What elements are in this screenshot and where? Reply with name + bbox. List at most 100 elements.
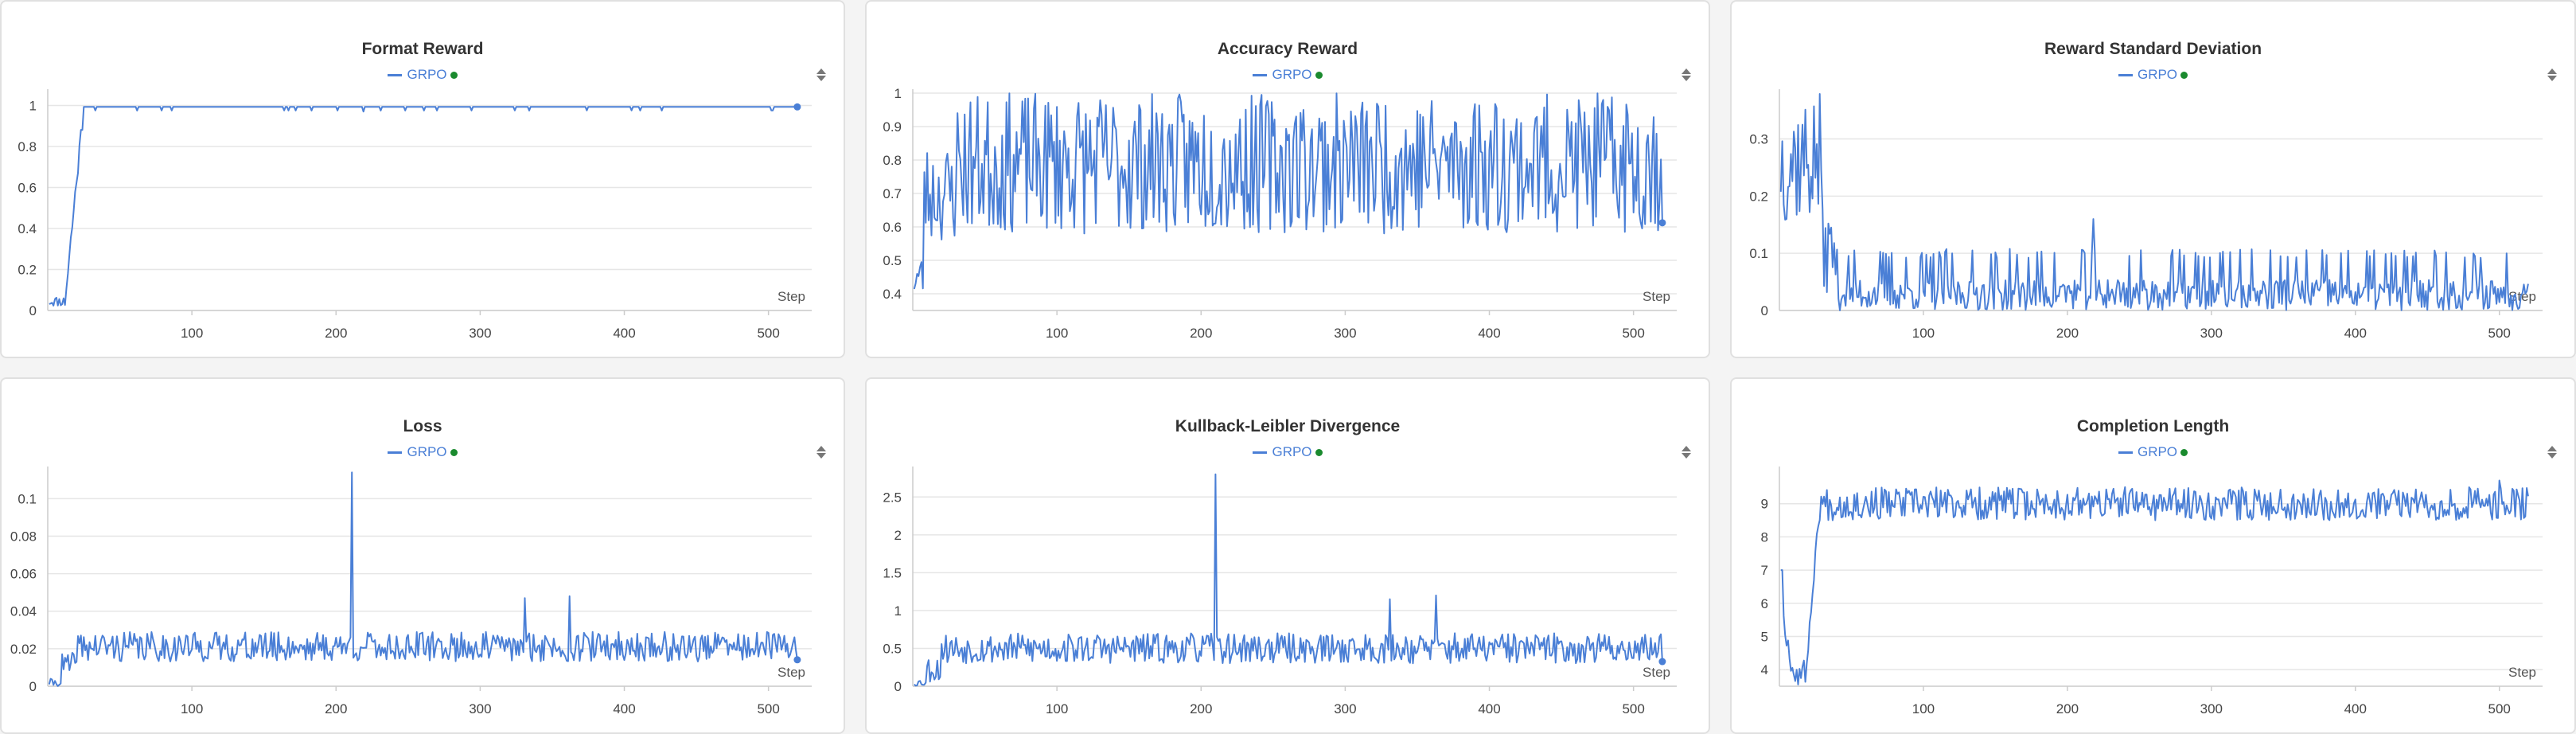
- chart-plot[interactable]: 0.4 0.5 0.6 0.7 0.8 0.9 1 100 200 300 400 500 Step: [867, 2, 1709, 357]
- x-tick-label: 500: [1622, 326, 1644, 341]
- status-dot-icon: [450, 449, 458, 457]
- x-tick-label: 400: [1478, 326, 1500, 341]
- x-tick-label: 100: [181, 326, 203, 341]
- x-tick-label: 500: [757, 326, 779, 341]
- x-tick-label: 400: [613, 701, 635, 716]
- x-tick-label: 200: [325, 326, 347, 341]
- chart-title: Format Reward: [361, 40, 484, 58]
- chart-panel-loss: Loss GRPO 0 0.02 0.04 0.06 0.08 0.1 100 200 300 400…: [0, 377, 845, 734]
- chart-title: Accuracy Reward: [1217, 40, 1358, 58]
- legend-series-name: GRPO: [407, 444, 447, 459]
- y-tick-label: 0: [1761, 303, 1768, 318]
- status-dot-icon: [1315, 449, 1323, 457]
- chart-plot[interactable]: 4 5 6 7 8 9 100 200 300 400 500 Step: [1732, 379, 2574, 732]
- x-tick-label: 500: [1622, 701, 1644, 716]
- chart-legend[interactable]: GRPO: [2, 67, 844, 83]
- chart-plot[interactable]: 0 0.02 0.04 0.06 0.08 0.1 100 200 300 400 500 Step: [2, 379, 844, 732]
- x-tick-label: 300: [2200, 701, 2223, 716]
- y-tick-label: 8: [1761, 529, 1768, 545]
- y-tick-label: 0.6: [883, 220, 902, 235]
- x-axis-label: Step: [777, 289, 805, 304]
- y-tick-label: 0.2: [18, 262, 37, 277]
- y-tick-label: 0: [29, 679, 37, 694]
- legend-series-name: GRPO: [1272, 444, 1312, 459]
- chart-legend[interactable]: GRPO: [2, 444, 844, 460]
- chart-title: Kullback-Leibler Divergence: [1175, 417, 1401, 435]
- x-tick-label: 300: [1334, 326, 1356, 341]
- legend-series-name: GRPO: [1272, 67, 1312, 82]
- chart-legend[interactable]: GRPO: [1732, 67, 2574, 83]
- y-tick-label: 0.9: [883, 119, 902, 135]
- y-tick-label: 0.4: [883, 287, 902, 302]
- y-tick-label: 0.1: [18, 491, 37, 506]
- x-tick-label: 300: [2200, 326, 2223, 341]
- y-tick-label: 0.4: [18, 221, 37, 236]
- x-axis-label: Step: [1643, 665, 1670, 680]
- y-tick-label: 2: [894, 528, 902, 543]
- chart-menu-icon[interactable]: [815, 67, 828, 83]
- chart-menu-icon[interactable]: [1680, 67, 1693, 83]
- series-line-grpo: [48, 471, 798, 687]
- y-tick-label: 1: [894, 603, 902, 619]
- series-end-marker: [793, 103, 801, 111]
- x-tick-label: 500: [2488, 326, 2511, 341]
- x-tick-label: 400: [2344, 326, 2367, 341]
- chart-menu-icon[interactable]: [1680, 444, 1693, 460]
- series-line-grpo: [1780, 479, 2529, 685]
- y-tick-label: 0.2: [1749, 189, 1768, 204]
- chart-panel-kl-divergence: Kullback-Leibler Divergence GRPO 0 0.5 1 1.5 2…: [865, 377, 1710, 734]
- y-tick-label: 0: [894, 679, 902, 694]
- y-tick-label: 0.02: [10, 642, 37, 657]
- chart-menu-icon[interactable]: [2546, 67, 2558, 83]
- series-end-marker: [1658, 658, 1666, 666]
- status-dot-icon: [2180, 72, 2188, 80]
- legend-line-icon: [2118, 451, 2133, 455]
- chart-panel-accuracy-reward: Accuracy Reward GRPO 0.4 0.5 0.6 0.7 0.8 0.9 1 10…: [865, 0, 1710, 358]
- x-tick-label: 300: [1334, 701, 1356, 716]
- legend-line-icon: [1253, 451, 1268, 455]
- legend-line-icon: [1253, 74, 1268, 77]
- x-tick-label: 100: [1046, 701, 1068, 716]
- y-tick-label: 0.8: [18, 139, 37, 154]
- status-dot-icon: [2180, 449, 2188, 457]
- y-tick-label: 4: [1761, 662, 1768, 677]
- x-tick-label: 300: [469, 326, 491, 341]
- legend-line-icon: [2118, 74, 2133, 77]
- chart-legend[interactable]: GRPO: [867, 67, 1709, 83]
- y-tick-label: 9: [1761, 497, 1768, 512]
- x-tick-label: 400: [613, 326, 635, 341]
- chart-menu-icon[interactable]: [2546, 444, 2558, 460]
- legend-series-name: GRPO: [407, 67, 447, 82]
- chart-panel-completion-length: Completion Length GRPO 4 5 6 7 8 9 100 200 300 400 5…: [1730, 377, 2576, 734]
- x-tick-label: 100: [1912, 326, 1935, 341]
- y-tick-label: 0.06: [10, 567, 37, 582]
- chart-plot[interactable]: 0 0.5 1 1.5 2 2.5 100 200 300 400 500 Step: [867, 379, 1709, 732]
- x-tick-label: 200: [325, 701, 347, 716]
- series-end-marker: [793, 656, 801, 664]
- x-tick-label: 500: [2488, 701, 2511, 716]
- y-tick-label: 6: [1761, 596, 1768, 611]
- y-tick-label: 1: [29, 98, 37, 113]
- x-tick-label: 200: [2056, 326, 2079, 341]
- chart-legend[interactable]: GRPO: [867, 444, 1709, 460]
- x-tick-label: 100: [1912, 701, 1935, 716]
- series-line-grpo: [913, 92, 1663, 290]
- x-axis-label: Step: [1643, 289, 1670, 304]
- y-tick-label: 0.5: [883, 641, 902, 656]
- x-tick-label: 500: [757, 701, 779, 716]
- chart-title: Loss: [403, 417, 442, 435]
- x-tick-label: 200: [1190, 701, 1212, 716]
- series-line-grpo: [914, 473, 1663, 687]
- chart-legend[interactable]: GRPO: [1732, 444, 2574, 460]
- chart-menu-icon[interactable]: [815, 444, 828, 460]
- legend-series-name: GRPO: [2137, 444, 2178, 459]
- chart-title: Reward Standard Deviation: [2044, 40, 2262, 58]
- legend-line-icon: [388, 451, 403, 455]
- y-tick-label: 0.5: [883, 253, 902, 268]
- y-tick-label: 0.3: [1749, 131, 1768, 146]
- y-tick-label: 0: [29, 303, 37, 318]
- x-tick-label: 400: [1478, 701, 1500, 716]
- chart-plot[interactable]: 0 0.2 0.4 0.6 0.8 1 100 200 300 400 500 Step: [2, 2, 844, 357]
- y-tick-label: 5: [1761, 629, 1768, 644]
